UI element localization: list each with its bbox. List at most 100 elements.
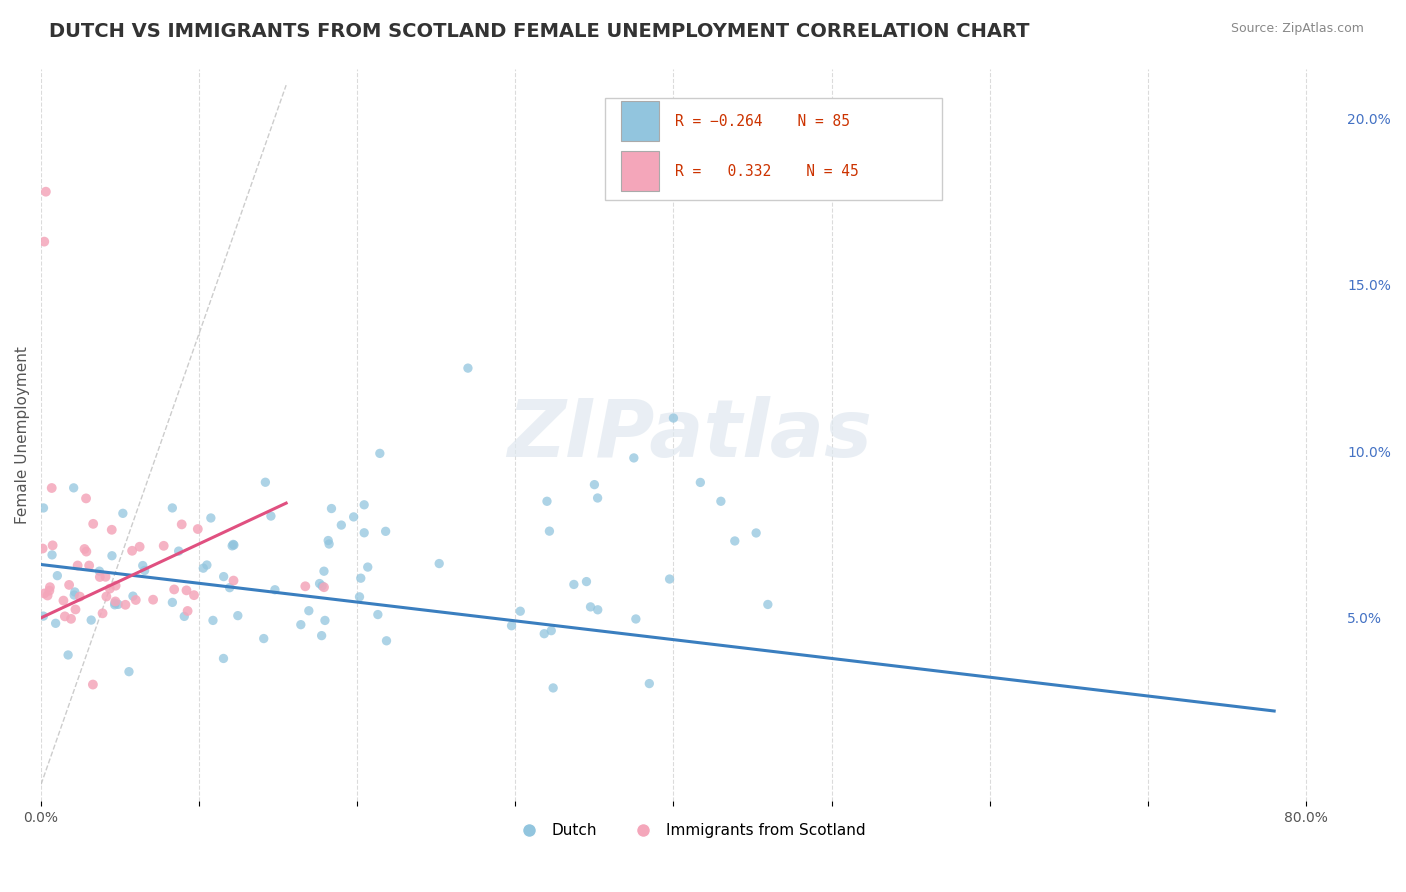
- Point: [132, 558, 155, 573]
- Point: [77, 558, 100, 573]
- Point: [427, 557, 450, 571]
- Point: [176, 583, 198, 598]
- Point: [80, 613, 103, 627]
- Point: [39, 580, 62, 594]
- Point: [134, 564, 156, 578]
- Point: [187, 522, 209, 536]
- Point: [374, 524, 396, 539]
- Point: [183, 588, 205, 602]
- Point: [170, 517, 193, 532]
- Point: [586, 603, 609, 617]
- Point: [330, 518, 353, 533]
- Point: [375, 633, 398, 648]
- Text: R = −0.264    N = 85: R = −0.264 N = 85: [675, 114, 851, 129]
- Point: [41, 538, 63, 552]
- Point: [121, 543, 143, 558]
- Point: [73, 541, 96, 556]
- Point: [623, 450, 645, 465]
- Point: [173, 609, 195, 624]
- Point: [176, 604, 198, 618]
- Point: [125, 593, 148, 607]
- Point: [367, 607, 389, 622]
- Point: [350, 571, 373, 585]
- Point: [321, 501, 343, 516]
- Point: [540, 624, 562, 638]
- Point: [349, 590, 371, 604]
- Point: [318, 537, 340, 551]
- Point: [222, 537, 245, 551]
- Point: [260, 509, 283, 524]
- Point: [32, 235, 55, 249]
- Point: [163, 582, 186, 597]
- Point: [689, 475, 711, 490]
- Point: [311, 629, 333, 643]
- Point: [63, 585, 86, 599]
- Point: [162, 500, 184, 515]
- Point: [63, 588, 86, 602]
- Point: [31, 541, 53, 556]
- Point: [94, 570, 117, 584]
- Point: [104, 598, 127, 612]
- Point: [32, 586, 55, 600]
- Text: Source: ZipAtlas.com: Source: ZipAtlas.com: [1230, 22, 1364, 36]
- FancyBboxPatch shape: [620, 151, 659, 192]
- Point: [104, 594, 127, 608]
- Point: [710, 494, 733, 508]
- Point: [66, 558, 89, 573]
- Point: [357, 560, 380, 574]
- Point: [586, 491, 609, 505]
- Point: [75, 491, 97, 506]
- Text: R =   0.332    N = 45: R = 0.332 N = 45: [675, 164, 859, 179]
- Point: [162, 595, 184, 609]
- Point: [104, 596, 127, 610]
- Point: [218, 581, 240, 595]
- Point: [298, 604, 321, 618]
- Point: [167, 544, 190, 558]
- Point: [756, 598, 779, 612]
- Point: [152, 539, 174, 553]
- Point: [104, 579, 127, 593]
- Point: [311, 579, 333, 593]
- Point: [37, 589, 59, 603]
- Point: [353, 525, 375, 540]
- Point: [624, 612, 647, 626]
- Point: [658, 572, 681, 586]
- Point: [745, 525, 768, 540]
- Point: [38, 583, 60, 598]
- Point: [195, 558, 218, 572]
- Point: [290, 617, 312, 632]
- Point: [662, 411, 685, 425]
- Point: [41, 548, 63, 562]
- Point: [45, 616, 67, 631]
- Point: [53, 609, 76, 624]
- Point: [222, 574, 245, 588]
- Point: [82, 516, 104, 531]
- Point: [111, 506, 134, 520]
- Point: [32, 609, 55, 624]
- Point: [353, 498, 375, 512]
- Point: [200, 511, 222, 525]
- Point: [56, 648, 79, 662]
- Point: [98, 582, 121, 596]
- Point: [254, 475, 277, 490]
- Legend: Dutch, Immigrants from Scotland: Dutch, Immigrants from Scotland: [508, 817, 872, 845]
- Point: [118, 665, 141, 679]
- Point: [501, 618, 523, 632]
- Text: DUTCH VS IMMIGRANTS FROM SCOTLAND FEMALE UNEMPLOYMENT CORRELATION CHART: DUTCH VS IMMIGRANTS FROM SCOTLAND FEMALE…: [49, 22, 1029, 41]
- Point: [60, 612, 83, 626]
- Point: [58, 578, 80, 592]
- Point: [69, 590, 91, 604]
- Point: [575, 574, 598, 589]
- Point: [201, 614, 224, 628]
- Point: [52, 593, 75, 607]
- Point: [509, 604, 531, 618]
- Point: [294, 579, 316, 593]
- Point: [91, 607, 114, 621]
- Point: [96, 590, 118, 604]
- Point: [541, 681, 564, 695]
- Point: [312, 564, 335, 578]
- Point: [579, 599, 602, 614]
- Point: [562, 577, 585, 591]
- Point: [212, 569, 235, 583]
- Point: [101, 549, 124, 563]
